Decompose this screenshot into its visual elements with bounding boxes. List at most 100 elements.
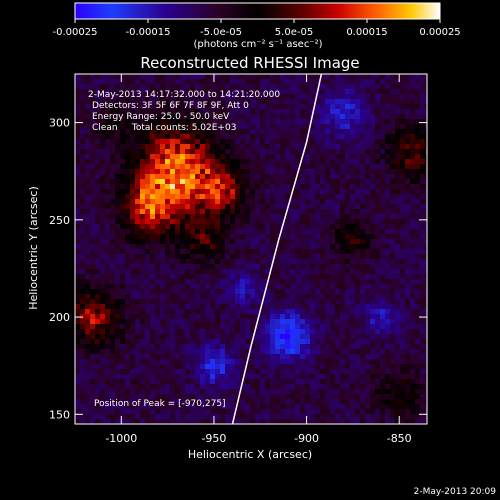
heatmap-pixel (135, 244, 140, 249)
heatmap-pixel (80, 384, 85, 389)
heatmap-pixel (300, 344, 305, 349)
heatmap-pixel (350, 149, 355, 154)
heatmap-pixel (220, 139, 225, 144)
heatmap-pixel (245, 214, 250, 219)
heatmap-pixel (235, 109, 240, 114)
heatmap-pixel (380, 194, 385, 199)
heatmap-pixel (195, 219, 200, 224)
heatmap-pixel (140, 289, 145, 294)
heatmap-pixel (240, 89, 245, 94)
heatmap-pixel (80, 309, 85, 314)
heatmap-pixel (365, 184, 370, 189)
heatmap-pixel (370, 149, 375, 154)
heatmap-pixel (355, 389, 360, 394)
heatmap-pixel (250, 394, 255, 399)
heatmap-pixel (255, 359, 260, 364)
heatmap-pixel (145, 229, 150, 234)
heatmap-pixel (230, 334, 235, 339)
heatmap-pixel (390, 89, 395, 94)
heatmap-pixel (320, 164, 325, 169)
heatmap-pixel (220, 244, 225, 249)
heatmap-pixel (250, 399, 255, 404)
heatmap-pixel (265, 249, 270, 254)
heatmap-pixel (395, 314, 400, 319)
heatmap-pixel (400, 159, 405, 164)
heatmap-pixel (260, 309, 265, 314)
heatmap-pixel (340, 99, 345, 104)
heatmap-pixel (380, 294, 385, 299)
heatmap-pixel (315, 339, 320, 344)
heatmap-pixel (255, 404, 260, 409)
heatmap-pixel (410, 304, 415, 309)
heatmap-pixel (425, 254, 427, 259)
heatmap-pixel (395, 214, 400, 219)
heatmap-pixel (235, 174, 240, 179)
heatmap-pixel (95, 274, 100, 279)
heatmap-pixel (360, 239, 365, 244)
heatmap-pixel (180, 304, 185, 309)
heatmap-pixel (295, 244, 300, 249)
heatmap-pixel (320, 404, 325, 409)
heatmap-pixel (85, 214, 90, 219)
heatmap-pixel (415, 409, 420, 414)
heatmap-pixel (370, 84, 375, 89)
heatmap-pixel (220, 134, 225, 139)
heatmap-pixel (105, 344, 110, 349)
heatmap-pixel (350, 394, 355, 399)
heatmap-pixel (395, 384, 400, 389)
heatmap-pixel (340, 194, 345, 199)
heatmap-pixel (410, 179, 415, 184)
heatmap-pixel (425, 114, 427, 119)
heatmap-pixel (200, 389, 205, 394)
heatmap-pixel (375, 134, 380, 139)
heatmap-pixel (230, 124, 235, 129)
heatmap-pixel (85, 119, 90, 124)
heatmap-pixel (125, 259, 130, 264)
heatmap-pixel (190, 129, 195, 134)
heatmap-pixel (195, 134, 200, 139)
heatmap-pixel (320, 199, 325, 204)
heatmap-pixel (185, 364, 190, 369)
heatmap-pixel (375, 209, 380, 214)
heatmap-pixel (240, 269, 245, 274)
heatmap-pixel (245, 319, 250, 324)
heatmap-pixel (140, 124, 145, 129)
heatmap-pixel (300, 219, 305, 224)
heatmap-pixel (395, 94, 400, 99)
heatmap-pixel (270, 144, 275, 149)
heatmap-pixel (150, 339, 155, 344)
heatmap-pixel (250, 404, 255, 409)
heatmap-pixel (425, 89, 427, 94)
heatmap-pixel (230, 299, 235, 304)
heatmap-pixel (255, 324, 260, 329)
heatmap-pixel (320, 309, 325, 314)
heatmap-pixel (205, 329, 210, 334)
heatmap-pixel (135, 124, 140, 129)
heatmap-pixel (205, 369, 210, 374)
heatmap-pixel (220, 339, 225, 344)
heatmap-pixel (85, 364, 90, 369)
heatmap-pixel (150, 284, 155, 289)
heatmap-pixel (265, 309, 270, 314)
heatmap-pixel (145, 174, 150, 179)
heatmap-pixel (400, 419, 405, 424)
heatmap-pixel (120, 264, 125, 269)
heatmap-pixel (175, 384, 180, 389)
heatmap-pixel (265, 124, 270, 129)
heatmap-pixel (230, 84, 235, 89)
heatmap-pixel (280, 139, 285, 144)
heatmap-pixel (85, 264, 90, 269)
heatmap-pixel (240, 224, 245, 229)
heatmap-pixel (235, 379, 240, 384)
heatmap-pixel (345, 404, 350, 409)
heatmap-pixel (260, 254, 265, 259)
heatmap-pixel (200, 79, 205, 84)
heatmap-pixel (125, 89, 130, 94)
heatmap-pixel (290, 309, 295, 314)
heatmap-pixel (410, 364, 415, 369)
heatmap-pixel (420, 304, 425, 309)
heatmap-pixel (230, 94, 235, 99)
heatmap-pixel (100, 174, 105, 179)
heatmap-pixel (125, 269, 130, 274)
heatmap-pixel (420, 394, 425, 399)
